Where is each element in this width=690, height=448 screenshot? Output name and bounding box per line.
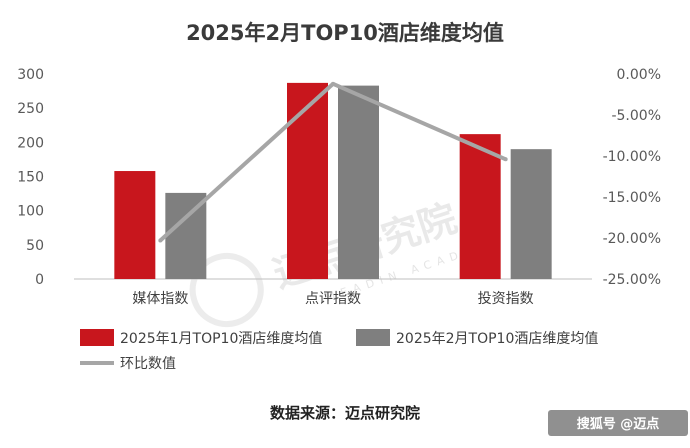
chart-title: 2025年2月TOP10酒店维度均值 — [186, 21, 504, 45]
brand-text: 搜狐号 @迈点 — [577, 416, 660, 432]
mom-point — [158, 238, 163, 243]
y-tick-label: 100 — [17, 204, 44, 220]
x-tick-label: 点评指数 — [305, 291, 361, 307]
y-axis-left: 0 50 100 150 200 250 300 — [17, 67, 44, 288]
y2-tick-label: -10.00% — [603, 149, 661, 165]
y-tick-label: 200 — [17, 135, 44, 151]
y-tick-label: 300 — [17, 67, 44, 83]
legend-label-mom: 环比数值 — [120, 356, 176, 372]
brand-badge — [548, 410, 688, 436]
bar-feb — [510, 149, 552, 279]
y2-tick-label: -15.00% — [603, 190, 661, 206]
y-tick-label: 150 — [17, 170, 44, 186]
legend: 2025年1月TOP10酒店维度均值 2025年2月TOP10酒店维度均值 环比… — [80, 329, 598, 372]
y2-tick-label: -20.00% — [603, 231, 661, 247]
data-source: 数据来源：迈点研究院 — [270, 404, 420, 422]
bar-feb — [338, 85, 379, 279]
y-tick-label: 250 — [17, 101, 44, 117]
y-tick-label: 50 — [26, 238, 44, 254]
x-tick-label: 投资指数 — [478, 291, 534, 307]
y-axis-right: 0.00% -5.00% -10.00% -15.00% -20.00% -25.00% — [603, 67, 661, 288]
bar-jan — [459, 134, 501, 279]
x-axis-categories: 媒体指数 点评指数 投资指数 — [132, 291, 533, 307]
mom-point — [503, 157, 508, 162]
mom-point — [331, 81, 335, 86]
bar-jan — [114, 171, 156, 279]
y-tick-label: 0 — [35, 272, 44, 288]
watermark-logo-icon — [189, 253, 264, 328]
legend-swatch-feb — [356, 329, 390, 346]
legend-label-feb: 2025年2月TOP10酒店维度均值 — [396, 331, 598, 347]
line-series — [158, 81, 508, 243]
y2-tick-label: -5.00% — [611, 108, 661, 124]
y2-tick-label: 0.00% — [617, 67, 661, 83]
legend-swatch-jan — [80, 329, 114, 346]
legend-label-jan: 2025年1月TOP10酒店维度均值 — [120, 331, 322, 347]
y2-tick-label: -25.00% — [603, 272, 661, 288]
x-tick-label: 媒体指数 — [132, 291, 188, 307]
bar-jan — [287, 82, 328, 279]
